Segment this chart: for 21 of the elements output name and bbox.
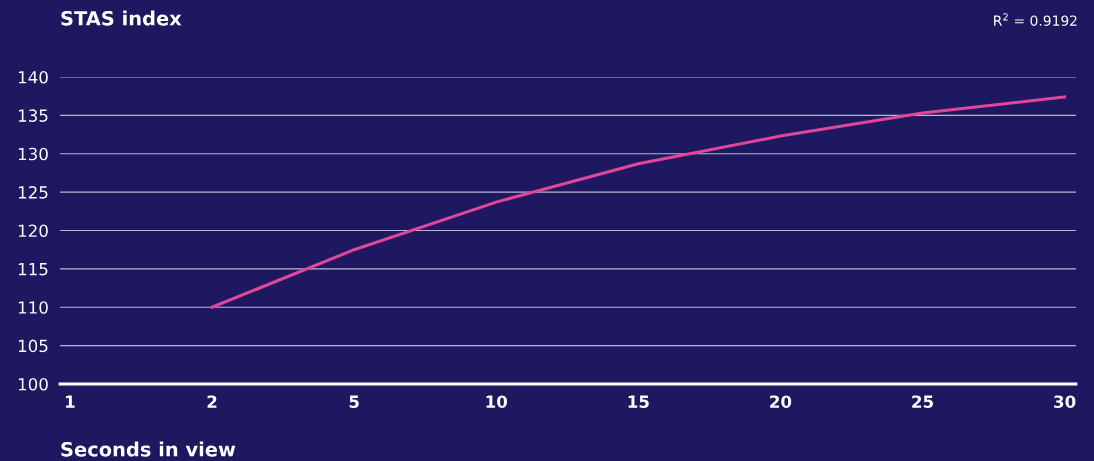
y-tick-label: 130 (18, 147, 48, 161)
y-tick-label: 100 (18, 377, 48, 391)
y-tick-label: 140 (18, 70, 48, 84)
y-tick-label: 135 (18, 109, 48, 122)
y-tick-label: 110 (18, 301, 48, 314)
x-tick-label: 5 (349, 395, 359, 409)
x-tick-label: 2 (207, 395, 217, 408)
x-axis-title: Seconds in view (61, 441, 236, 457)
y-tick-label: 115 (18, 263, 48, 276)
line-series (210, 95, 1067, 309)
x-tick-label: 15 (628, 395, 649, 409)
x-tick-label: 20 (770, 395, 792, 409)
y-tick-label: 105 (18, 339, 48, 353)
y-tick-label: 125 (18, 186, 48, 199)
chart-title: STAS index (61, 10, 182, 26)
x-tick-label: 1 (66, 395, 75, 408)
y-tick-label: 120 (18, 224, 48, 238)
text: R$^{2}$ = 0.9192 (994, 13, 1077, 26)
x-tick-label: 10 (486, 395, 508, 409)
x-tick-label: 30 (1054, 395, 1076, 409)
x-tick-label: 25 (912, 395, 933, 409)
